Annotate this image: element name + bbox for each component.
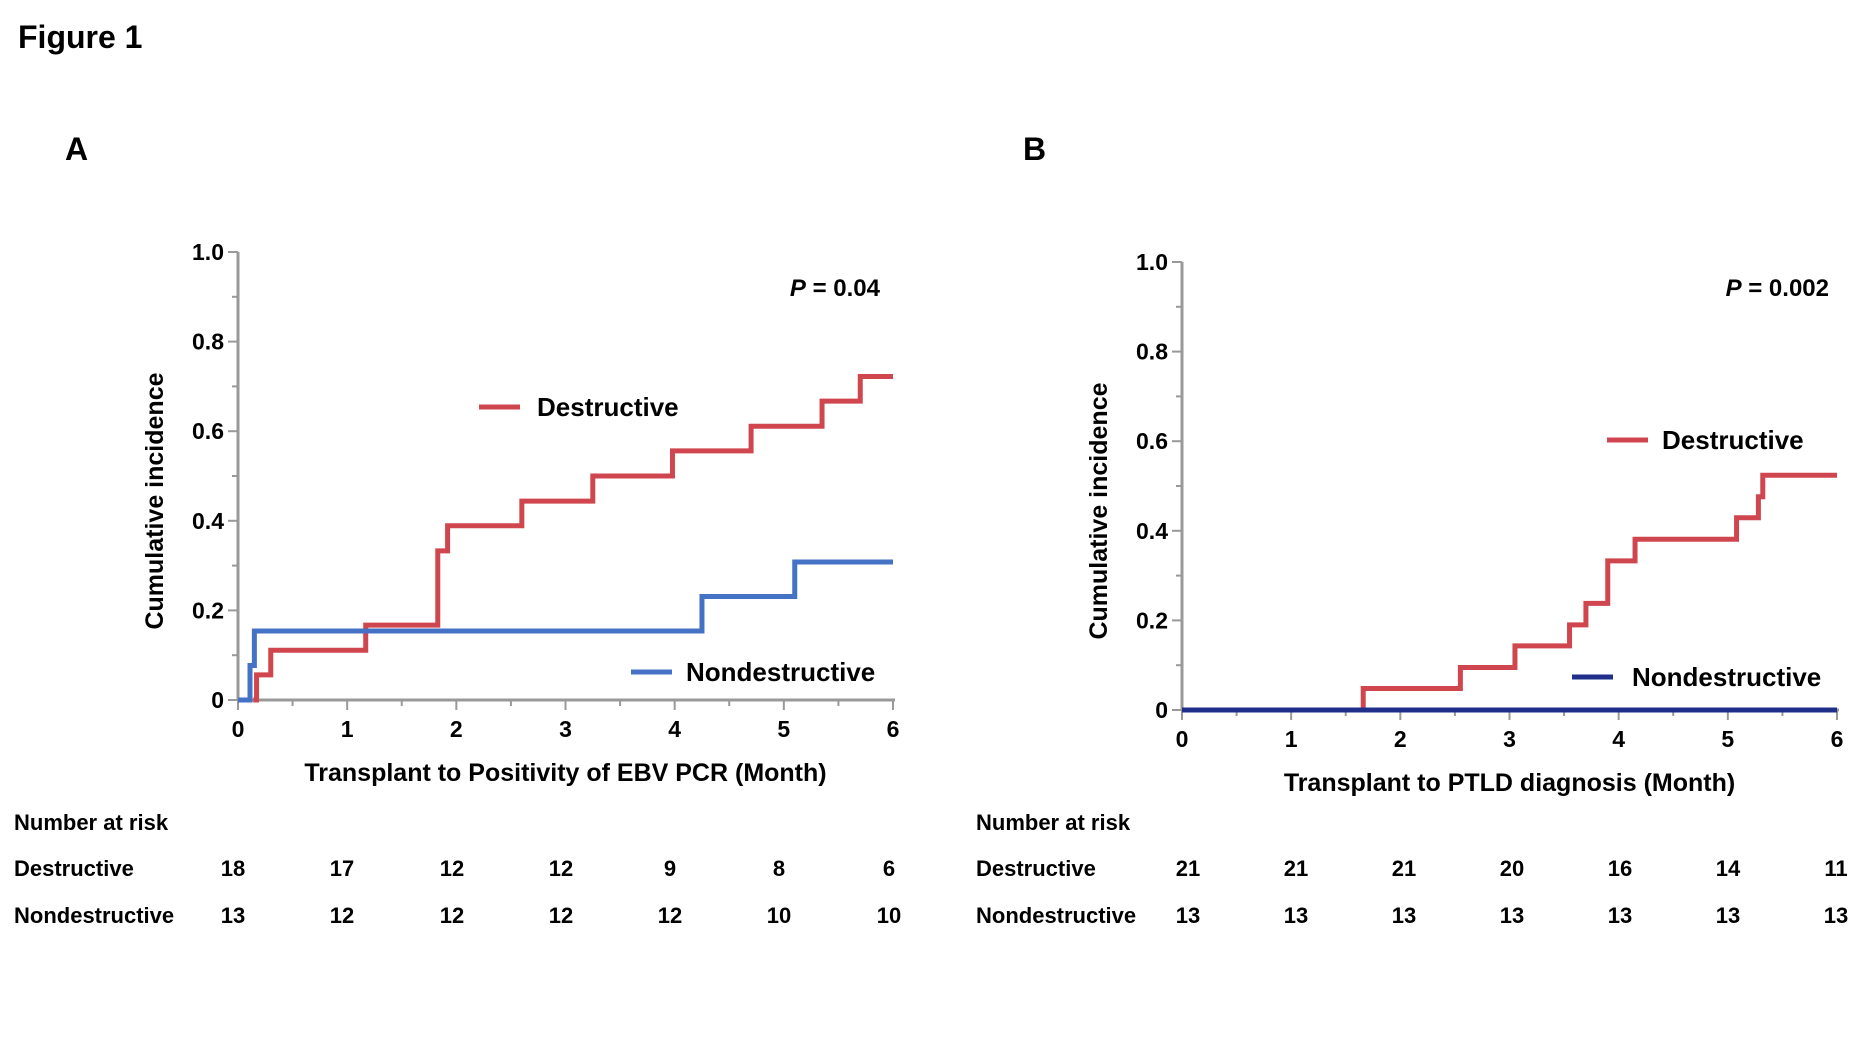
x-axis-title: Transplant to PTLD diagnosis (Month) [1284,769,1735,797]
risk-cell: 10 [877,903,901,928]
risk-cell: 13 [1392,903,1416,928]
risk-cell: 16 [1608,856,1632,881]
risk-cell: 21 [1284,856,1308,881]
legend-label: Nondestructive [1632,662,1821,692]
y-tick-label: 0.2 [192,597,224,623]
y-axis-title: Cumulative incidence [141,372,169,629]
risk-cell: 13 [1608,903,1632,928]
y-tick-label: 0.6 [192,418,224,444]
risk-cell: 12 [549,903,573,928]
x-tick-label: 2 [1394,726,1407,752]
risk-cell: 13 [1500,903,1524,928]
risk-cell: 17 [330,856,354,881]
risk-cell: 13 [1716,903,1740,928]
y-tick-label: 0.8 [1136,339,1168,365]
y-tick-label: 0.6 [1136,428,1168,454]
y-tick-label: 1.0 [192,239,224,265]
x-tick-label: 5 [777,716,790,742]
risk-row-label: Destructive [976,856,1096,881]
risk-table-heading: Number at risk [14,810,169,835]
risk-cell: 10 [767,903,791,928]
risk-cell: 13 [1176,903,1200,928]
x-tick-label: 0 [232,716,245,742]
y-tick-label: 0.4 [1136,518,1168,544]
risk-row-label: Nondestructive [976,903,1136,928]
risk-cell: 13 [1284,903,1308,928]
risk-cell: 21 [1392,856,1416,881]
risk-cell: 13 [1824,903,1848,928]
series-line-nondestructive [238,559,893,703]
x-tick-label: 0 [1176,726,1189,752]
y-axis-title: Cumulative incidence [1085,382,1113,639]
risk-cell: 20 [1500,856,1524,881]
risk-cell: 12 [549,856,573,881]
y-tick-label: 0.2 [1136,607,1168,633]
x-tick-label: 1 [341,716,354,742]
legend-label: Nondestructive [686,657,875,687]
risk-cell: 8 [773,856,785,881]
risk-cell: 14 [1716,856,1741,881]
series-line-destructive [253,374,893,703]
risk-cell: 12 [330,903,354,928]
risk-row-label: Nondestructive [14,903,174,928]
y-tick-label: 1.0 [1136,249,1168,275]
risk-cell: 13 [221,903,245,928]
risk-cell: 12 [440,903,464,928]
x-tick-label: 1 [1285,726,1298,752]
x-tick-label: 6 [887,716,900,742]
figure-title: Figure 1 [18,19,142,55]
x-tick-label: 3 [559,716,572,742]
risk-cell: 11 [1824,856,1847,881]
risk-table-heading: Number at risk [976,810,1131,835]
panel-label: A [65,131,88,167]
p-value-annotation: P = 0.04 [790,275,881,302]
series-line-destructive [1360,472,1837,713]
x-tick-label: 4 [668,716,681,742]
x-axis-title: Transplant to Positivity of EBV PCR (Mon… [304,759,826,787]
p-value-annotation: P = 0.002 [1726,275,1829,302]
risk-cell: 9 [664,856,676,881]
legend-label: Destructive [537,392,679,422]
risk-row-label: Destructive [14,856,134,881]
y-tick-label: 0 [1155,697,1168,723]
legend-label: Destructive [1662,425,1804,455]
y-tick-label: 0.4 [192,508,224,534]
risk-cell: 12 [658,903,682,928]
risk-cell: 12 [440,856,464,881]
risk-cell: 6 [883,856,895,881]
x-tick-label: 6 [1831,726,1844,752]
panel-b: B 0 1 2 3 4 5 6 0 0.2 0.4 0.6 0.8 1.0 Transplant to PT… [976,131,1848,928]
x-tick-label: 5 [1721,726,1734,752]
risk-cell: 21 [1176,856,1200,881]
x-tick-label: 2 [450,716,463,742]
panel-label: B [1023,131,1046,167]
x-tick-label: 4 [1612,726,1625,752]
y-tick-label: 0.8 [192,329,224,355]
x-tick-label: 3 [1503,726,1516,752]
risk-cell: 18 [221,856,245,881]
y-tick-label: 0 [211,687,224,713]
